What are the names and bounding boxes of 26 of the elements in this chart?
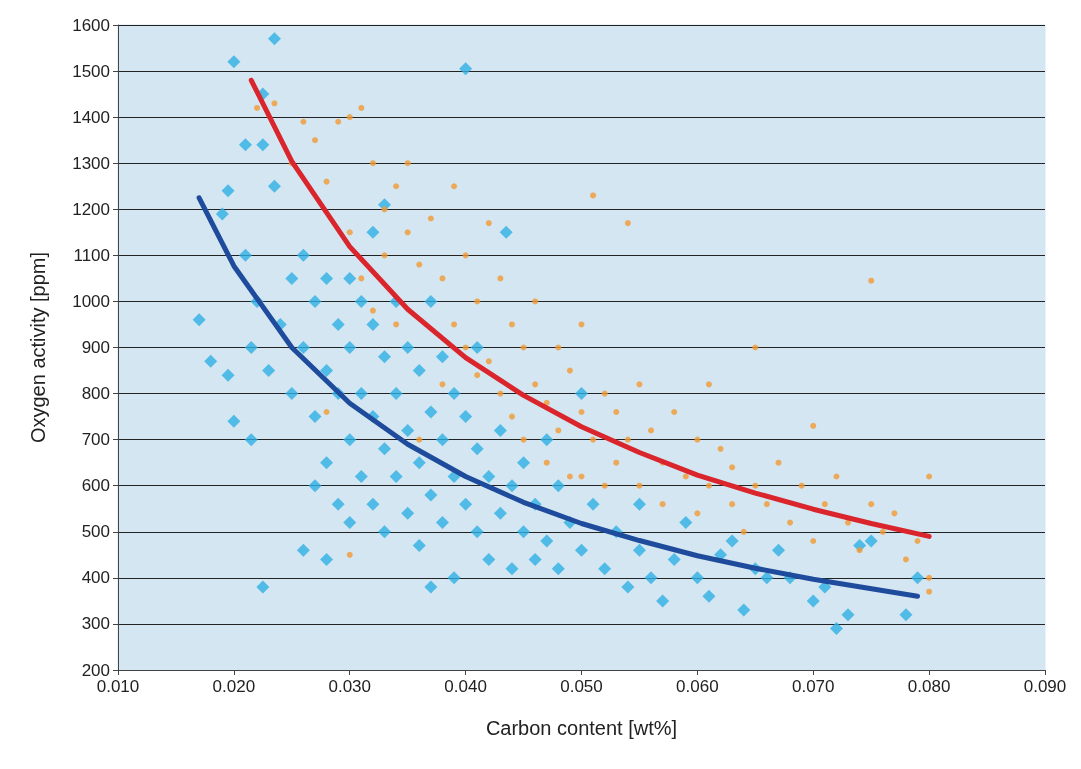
x-tick-label: 0.010 (96, 677, 140, 696)
y-tick-label: 300 (81, 614, 110, 634)
x-tick-label: 0.090 (1023, 677, 1067, 696)
y-tick-label: 1200 (72, 199, 110, 219)
y-tick-label: 900 (81, 338, 110, 357)
x-tick-label: 0.080 (907, 677, 951, 696)
x-tick-label: 0.060 (676, 677, 719, 696)
y-tick-label: 800 (81, 384, 110, 404)
y-axis-title: Oxygen activity [ppm] (27, 251, 49, 444)
x-tick-label: 0.070 (791, 677, 835, 696)
x-axis-title: Carbon content [wt%] (485, 717, 678, 739)
y-tick-label: 500 (81, 522, 110, 542)
y-tick-label: 700 (81, 430, 110, 450)
x-tick-label: 0.030 (328, 677, 372, 696)
y-tick-label: 1000 (72, 291, 110, 311)
y-tick-label: 1400 (72, 107, 110, 127)
x-tick-label: 0.040 (444, 677, 487, 696)
y-tick-label: 1600 (72, 15, 110, 35)
y-tick-label: 200 (81, 660, 110, 680)
y-tick-label: 600 (81, 476, 110, 496)
y-tick-label: 1100 (73, 245, 110, 265)
y-tick-label: 400 (81, 568, 110, 588)
y-tick-label: 1500 (72, 61, 110, 81)
x-tick-label: 0.020 (212, 677, 256, 696)
x-tick-label: 0.050 (560, 677, 603, 696)
y-tick-label: 1300 (72, 153, 110, 173)
